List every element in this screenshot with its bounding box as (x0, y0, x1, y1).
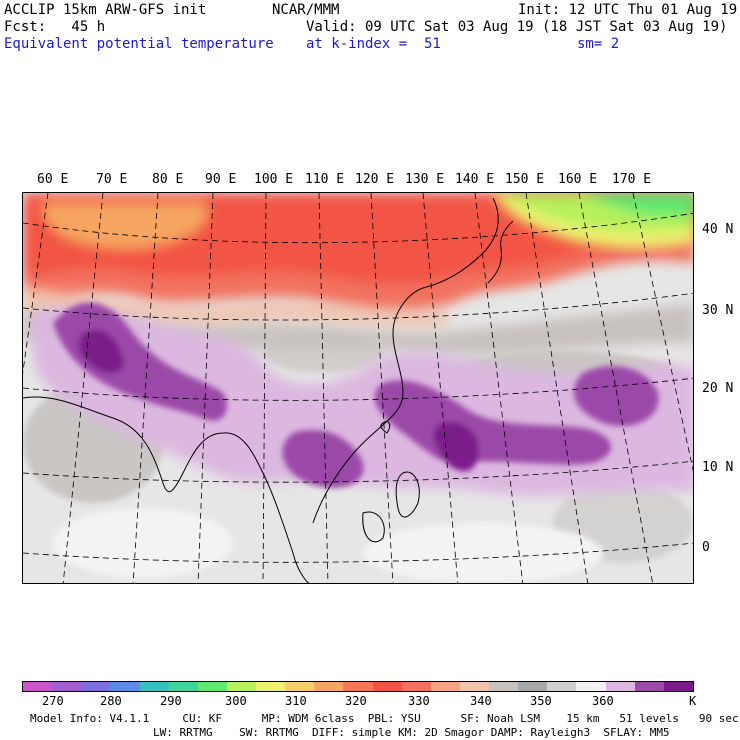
lat-label: 10 N (702, 460, 734, 475)
field-name: Equivalent potential temperature (4, 36, 274, 52)
colorbar-tick: 290 (160, 694, 182, 708)
lon-label: 120 E (355, 172, 395, 187)
level-label: at k-index = 51 (306, 36, 441, 52)
lon-label: 90 E (205, 172, 237, 187)
colorbar-swatch (314, 682, 344, 691)
lon-label: 130 E (405, 172, 445, 187)
map-panel[interactable] (22, 192, 694, 584)
model-title: ACCLIP 15km ARW-GFS init (4, 2, 207, 18)
colorbar-tick: 340 (470, 694, 492, 708)
lat-label: 30 N (702, 303, 734, 318)
colorbar-swatch (459, 682, 489, 691)
colorbar-tick: 310 (285, 694, 307, 708)
colorbar-swatch (547, 682, 577, 691)
lat-label: 40 N (702, 222, 734, 237)
lon-label: 140 E (455, 172, 495, 187)
colorbar-tick: 280 (100, 694, 122, 708)
colorbar-tick: 270 (42, 694, 64, 708)
colorbar-swatch (372, 682, 402, 691)
colorbar-swatch (430, 682, 460, 691)
colorbar-tick: 360 (592, 694, 614, 708)
colorbar-swatch (23, 682, 53, 691)
lon-label: 110 E (305, 172, 345, 187)
colorbar-tick: 330 (408, 694, 430, 708)
colorbar-swatch (139, 682, 169, 691)
valid-time: Valid: 09 UTC Sat 03 Aug 19 (18 JST Sat … (306, 19, 728, 35)
grey-patches (23, 333, 693, 583)
colorbar-tick: 300 (225, 694, 247, 708)
init-time: Init: 12 UTC Thu 01 Aug 19 (518, 2, 738, 18)
theta-e-field (23, 193, 693, 583)
lat-label: 0 (702, 540, 710, 555)
colorbar-swatch (197, 682, 227, 691)
lon-label: 60 E (37, 172, 69, 187)
forecast-hour: Fcst: 45 h (4, 19, 106, 35)
colorbar-swatch (52, 682, 82, 691)
deep-moist-cores (53, 302, 659, 488)
lon-label: 150 E (505, 172, 545, 187)
graticule (23, 193, 693, 583)
lon-label: 80 E (152, 172, 184, 187)
colorbar-swatch (343, 682, 373, 691)
colorbar-swatch (226, 682, 256, 691)
colorbar-swatch (576, 682, 606, 691)
cool-region (493, 193, 693, 249)
lat-label: 20 N (702, 381, 734, 396)
colorbar-tick: 350 (530, 694, 552, 708)
colorbar-unit: K (689, 694, 697, 708)
colorbar-swatch (634, 682, 664, 691)
colorbar-swatch (489, 682, 519, 691)
coastlines (23, 197, 514, 583)
lon-label: 70 E (96, 172, 128, 187)
color-scale-bar (22, 681, 694, 692)
colorbar-swatch (663, 682, 693, 691)
colorbar-swatch (605, 682, 635, 691)
colorbar-swatch (256, 682, 286, 691)
colorbar-swatch (285, 682, 315, 691)
colorbar-swatch (401, 682, 431, 691)
smoothing-label: sm= 2 (577, 36, 620, 52)
colorbar-swatch (110, 682, 140, 691)
model-info-line-2: LW: RRTMG SW: RRTMG DIFF: simple KM: 2D … (153, 726, 670, 739)
lon-label: 170 E (612, 172, 652, 187)
center-label: NCAR/MMM (272, 2, 340, 18)
colorbar-swatch (81, 682, 111, 691)
model-info-line-1: Model Info: V4.1.1 CU: KF MP: WDM 6class… (30, 712, 739, 725)
colorbar-swatch (518, 682, 548, 691)
colorbar-swatch (168, 682, 198, 691)
lon-label: 160 E (558, 172, 598, 187)
colorbar-tick: 320 (345, 694, 367, 708)
lon-label: 100 E (254, 172, 294, 187)
